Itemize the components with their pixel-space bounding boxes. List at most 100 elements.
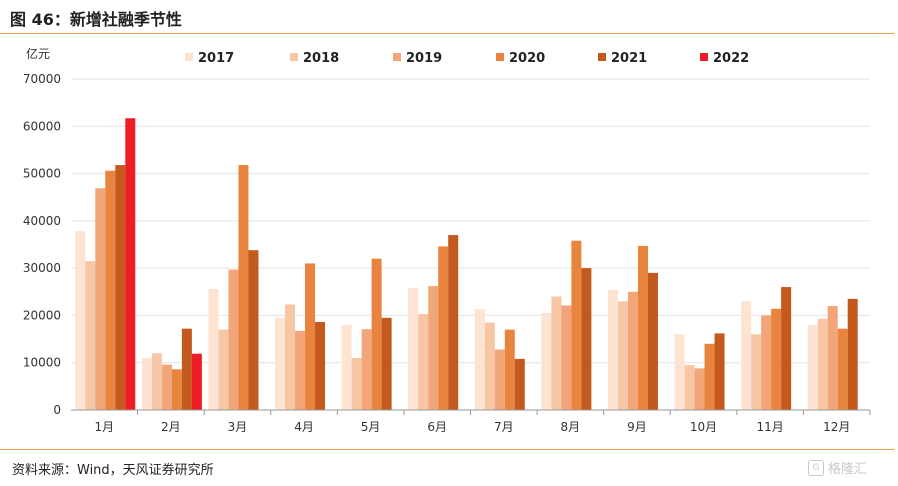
bar-2021-11月 xyxy=(781,287,792,410)
bar-2017-2月 xyxy=(141,357,152,410)
x-tick-label: 4月 xyxy=(294,420,314,434)
bar-2020-8月 xyxy=(571,240,582,410)
bar-2019-11月 xyxy=(761,315,772,410)
bar-2019-10月 xyxy=(694,368,705,410)
bar-2020-1月 xyxy=(105,170,116,410)
y-tick-label: 10000 xyxy=(23,356,61,370)
x-tick-label: 1月 xyxy=(94,420,114,434)
legend: 2017 2018 2019 2020 2021 2022 xyxy=(185,51,749,66)
bar-2018-5月 xyxy=(351,357,362,410)
source-note: 资料来源：Wind，天风证券研究所 xyxy=(12,463,214,478)
x-axis: 1月 2月 3月 4月 5月 6月 7月 8月 9月 10月 11月 12月 xyxy=(71,409,871,434)
bar-2018-10月 xyxy=(684,365,695,410)
legend-swatch-2022 xyxy=(700,53,708,61)
legend-swatch-2017 xyxy=(185,53,193,61)
y-tick-label: 30000 xyxy=(23,261,61,275)
bar-2020-12月 xyxy=(837,328,848,410)
bar-2018-11月 xyxy=(751,334,762,410)
watermark: G 格隆汇 xyxy=(808,458,867,477)
x-tick-label: 5月 xyxy=(361,420,381,434)
x-tick-label: 2月 xyxy=(161,420,181,434)
bar-2018-7月 xyxy=(484,322,495,410)
watermark-text: 格隆汇 xyxy=(828,462,868,477)
bar-2021-12月 xyxy=(847,298,858,410)
bar-2019-4月 xyxy=(295,331,306,410)
bar-2017-5月 xyxy=(341,324,352,410)
legend-label-2018: 2018 xyxy=(303,51,339,66)
bar-2017-3月 xyxy=(208,288,219,410)
x-tick-label: 7月 xyxy=(494,420,514,434)
bar-2021-9月 xyxy=(647,272,658,410)
bar-2017-9月 xyxy=(607,289,618,410)
bar-2019-8月 xyxy=(561,305,572,410)
bar-2018-4月 xyxy=(285,304,296,410)
bar-2018-2月 xyxy=(151,353,162,410)
bar-2019-6月 xyxy=(428,286,439,410)
y-axis-ticks: 0 10000 20000 30000 40000 50000 60000 70000 xyxy=(23,72,61,417)
bar-2017-1月 xyxy=(75,231,86,410)
bar-2017-6月 xyxy=(408,288,419,410)
x-tick-label: 3月 xyxy=(228,420,248,434)
legend-swatch-2020 xyxy=(496,53,504,61)
x-tick-label: 12月 xyxy=(823,420,850,434)
bar-2021-8月 xyxy=(581,268,592,410)
legend-label-2020: 2020 xyxy=(509,51,545,66)
x-tick-label: 6月 xyxy=(427,420,447,434)
bar-2020-7月 xyxy=(504,329,515,410)
legend-swatch-2019 xyxy=(393,53,401,61)
legend-swatch-2021 xyxy=(598,53,606,61)
bar-2019-12月 xyxy=(827,305,838,410)
bar-2020-11月 xyxy=(771,308,782,410)
bar-2020-2月 xyxy=(171,369,182,410)
bar-2020-4月 xyxy=(305,263,316,410)
bar-2021-10月 xyxy=(714,333,725,410)
legend-swatch-2018 xyxy=(290,53,298,61)
y-tick-label: 40000 xyxy=(23,214,61,228)
bar-2020-5月 xyxy=(371,258,382,410)
bar-2021-5月 xyxy=(381,317,392,410)
bar-2020-6月 xyxy=(438,246,449,410)
bar-2017-8月 xyxy=(541,313,552,410)
bar-2022-1月 xyxy=(125,118,136,411)
y-tick-label: 70000 xyxy=(23,72,61,86)
bar-2019-3月 xyxy=(228,269,239,410)
y-axis-unit-label: 亿元 xyxy=(26,46,50,61)
top-divider xyxy=(0,33,894,34)
x-tick-label: 10月 xyxy=(690,420,717,434)
bar-2017-4月 xyxy=(275,317,286,410)
bottom-divider xyxy=(0,449,894,450)
bar-2019-1月 xyxy=(95,188,106,410)
bar-2019-7月 xyxy=(494,349,505,410)
watermark-logo-icon: G xyxy=(808,459,824,476)
y-tick-label: 60000 xyxy=(23,119,61,133)
bar-2017-10月 xyxy=(674,334,685,410)
x-tick-label: 11月 xyxy=(756,420,783,434)
bar-2019-2月 xyxy=(161,364,172,410)
bar-2017-11月 xyxy=(741,301,752,410)
y-tick-label: 20000 xyxy=(23,308,61,322)
bar-2021-7月 xyxy=(514,358,525,410)
legend-label-2022: 2022 xyxy=(713,51,749,66)
bar-2017-7月 xyxy=(474,309,485,410)
bar-2018-3月 xyxy=(218,329,229,410)
bars xyxy=(75,118,858,411)
y-tick-label: 50000 xyxy=(23,167,61,181)
bar-2020-3月 xyxy=(238,165,249,410)
bar-2021-4月 xyxy=(315,322,326,410)
bar-2021-1月 xyxy=(115,165,126,410)
bar-2018-8月 xyxy=(551,296,562,410)
bar-2018-12月 xyxy=(817,318,828,410)
bar-2021-6月 xyxy=(448,235,459,410)
bar-2017-12月 xyxy=(807,324,818,410)
bar-2019-5月 xyxy=(361,329,372,410)
x-tick-label: 8月 xyxy=(561,420,581,434)
bar-2018-1月 xyxy=(85,261,96,410)
bar-2020-10月 xyxy=(704,343,715,410)
y-tick-label: 0 xyxy=(53,403,61,417)
bar-2018-9月 xyxy=(617,301,628,410)
legend-label-2021: 2021 xyxy=(611,51,647,66)
gridlines xyxy=(71,78,870,364)
bar-2019-9月 xyxy=(627,291,638,410)
legend-label-2019: 2019 xyxy=(406,51,442,66)
